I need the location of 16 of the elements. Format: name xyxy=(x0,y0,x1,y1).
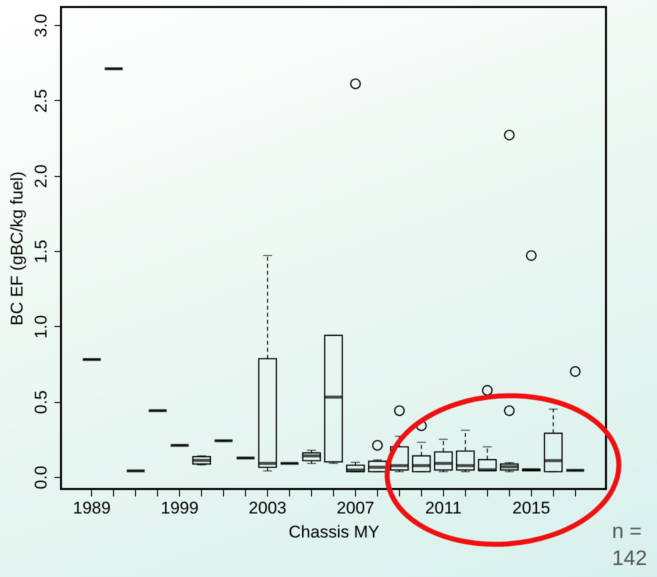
x-tick-label: 2007 xyxy=(336,498,374,518)
y-tick-label: 0.5 xyxy=(32,390,50,414)
y-tick-label: 3.0 xyxy=(32,14,50,38)
x-tick-label: 2003 xyxy=(248,498,286,518)
x-tick-label: 1989 xyxy=(72,498,111,518)
y-tick-label: 1.5 xyxy=(32,240,50,264)
y-tick-label: 2.0 xyxy=(32,164,50,188)
y-tick-label: 2.5 xyxy=(32,89,50,113)
x-tick-label: 1999 xyxy=(160,498,199,518)
x-tick-label: 2015 xyxy=(512,498,550,518)
x-axis-title: Chassis MY xyxy=(288,522,380,542)
y-tick-label: 1.0 xyxy=(32,315,50,339)
y-tick-label: 0.0 xyxy=(32,466,50,490)
y-axis-title: BC EF (gBC/kg fuel) xyxy=(8,172,26,326)
x-tick-label: 2011 xyxy=(425,498,462,518)
text: n = 142 xyxy=(612,519,648,572)
